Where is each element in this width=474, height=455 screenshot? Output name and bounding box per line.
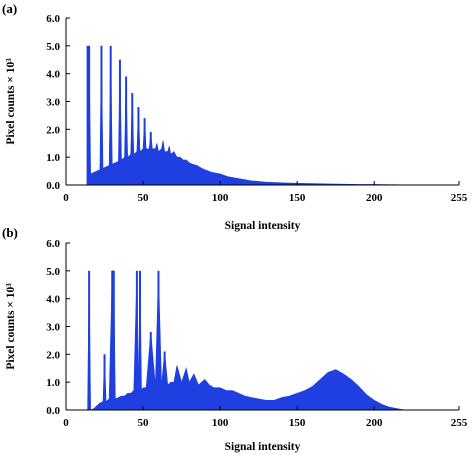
histogram-peak [88, 270, 91, 410]
y-tick-label: 2.0 [46, 349, 60, 361]
histogram-peak [131, 93, 134, 185]
histogram-area [87, 45, 409, 186]
panel-label: (a) [2, 1, 17, 16]
panel-a: (a) 0.0 1.0 2.0 3.0 4.0 5.0 6.0 0 50 100 150 200 255 S… [2, 1, 468, 232]
y-tick-label: 2.0 [46, 124, 60, 136]
histogram-peak [137, 107, 140, 185]
y-tick-label: 3.0 [46, 322, 60, 334]
x-axis-label: Signal intensity [225, 441, 301, 453]
y-tick-label: 0.0 [46, 405, 60, 417]
y-tick-label: 6.0 [46, 13, 60, 25]
histogram-peak [112, 270, 115, 410]
y-tick-label: 6.0 [46, 238, 60, 250]
y-tick-label: 4.0 [46, 294, 60, 306]
y-tick-label: 5.0 [46, 41, 60, 53]
y-axis-label: Pixel counts × 10³ [5, 283, 17, 370]
y-tick-label: 1.0 [46, 152, 60, 164]
histogram-peak [118, 59, 121, 185]
x-tick-label: 0 [63, 417, 69, 429]
histogram-peak [163, 351, 166, 410]
histogram-peak [111, 270, 114, 410]
y-tick-label: 3.0 [46, 97, 60, 109]
histogram-peak [103, 354, 106, 410]
histogram-peak [138, 270, 141, 410]
x-tick-label: 100 [212, 192, 229, 204]
x-tick-label: 150 [289, 417, 306, 429]
panel-b: (b) 0.0 1.0 2.0 3.0 4.0 5.0 6.0 0 50 100 150 200 255 S… [2, 225, 468, 453]
histogram-peak [149, 332, 152, 410]
x-tick-label: 255 [451, 192, 468, 204]
histogram-peak [135, 270, 138, 410]
histogram-peak [157, 270, 160, 410]
x-tick-label: 200 [366, 192, 383, 204]
x-tick-label: 50 [138, 192, 150, 204]
y-tick-label: 5.0 [46, 266, 60, 278]
histogram-area [87, 270, 409, 411]
x-tick-label: 200 [366, 417, 383, 429]
y-tick-label: 0.0 [46, 180, 60, 192]
panel-label: (b) [2, 225, 18, 240]
x-tick-label: 150 [289, 192, 306, 204]
x-tick-label: 50 [138, 417, 150, 429]
x-axis-label: Signal intensity [225, 220, 301, 232]
histogram-peak [125, 76, 128, 185]
x-tick-label: 255 [451, 417, 468, 429]
histogram-peak [88, 45, 91, 185]
histogram-peak [143, 118, 146, 185]
y-tick-label: 1.0 [46, 377, 60, 389]
x-tick-label: 100 [212, 417, 229, 429]
y-tick-label: 4.0 [46, 69, 60, 81]
histogram-peak [100, 45, 103, 185]
histogram-peak [86, 45, 89, 185]
histogram-peak [109, 45, 112, 185]
y-axis-label: Pixel counts × 10³ [5, 58, 17, 145]
histogram-peak [149, 132, 152, 185]
x-tick-label: 0 [63, 192, 69, 204]
